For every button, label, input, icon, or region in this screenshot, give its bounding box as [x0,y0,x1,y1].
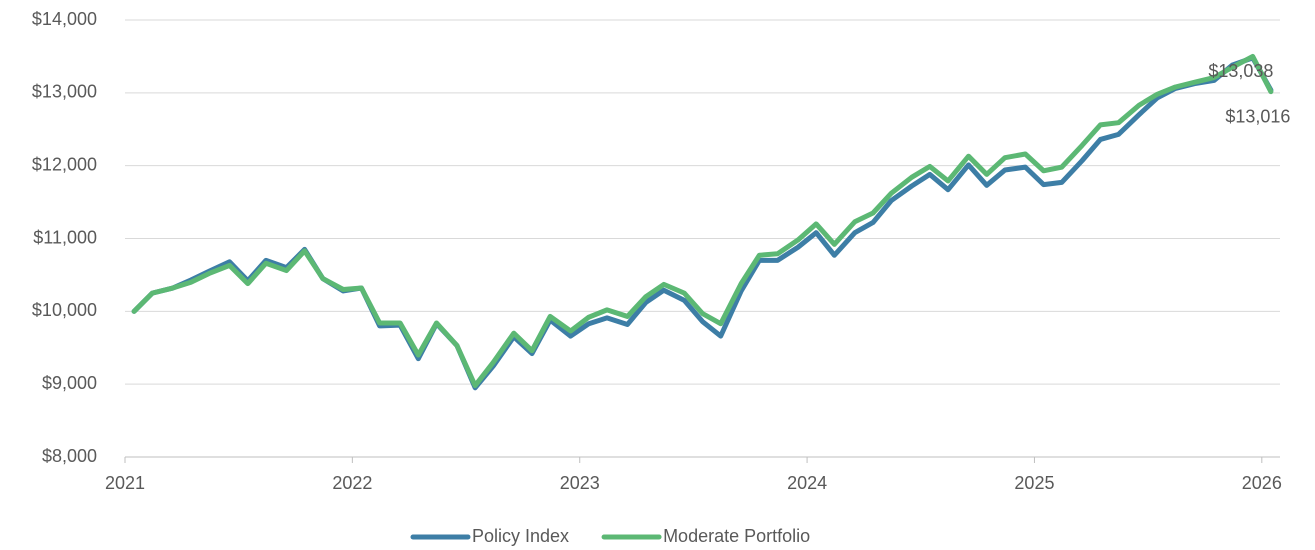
y-tick-label: $14,000 [32,9,97,29]
data-label: $13,016 [1225,106,1290,126]
x-tick-label: 2026 [1242,473,1282,493]
y-tick-label: $13,000 [32,82,97,102]
y-tick-label: $12,000 [32,154,97,174]
x-tick-label: 2024 [787,473,827,493]
x-tick-label: 2021 [105,473,145,493]
x-tick-label: 2022 [332,473,372,493]
x-tick-label: 2025 [1014,473,1054,493]
data-label: $13,038 [1208,61,1273,81]
legend-label: Policy Index [472,526,569,546]
x-tick-label: 2023 [560,473,600,493]
y-tick-label: $8,000 [42,446,97,466]
y-tick-label: $9,000 [42,373,97,393]
y-tick-label: $10,000 [32,300,97,320]
y-tick-label: $11,000 [33,227,97,247]
series-line [131,55,1274,391]
legend-label: Moderate Portfolio [663,526,810,546]
series-line [131,53,1274,389]
